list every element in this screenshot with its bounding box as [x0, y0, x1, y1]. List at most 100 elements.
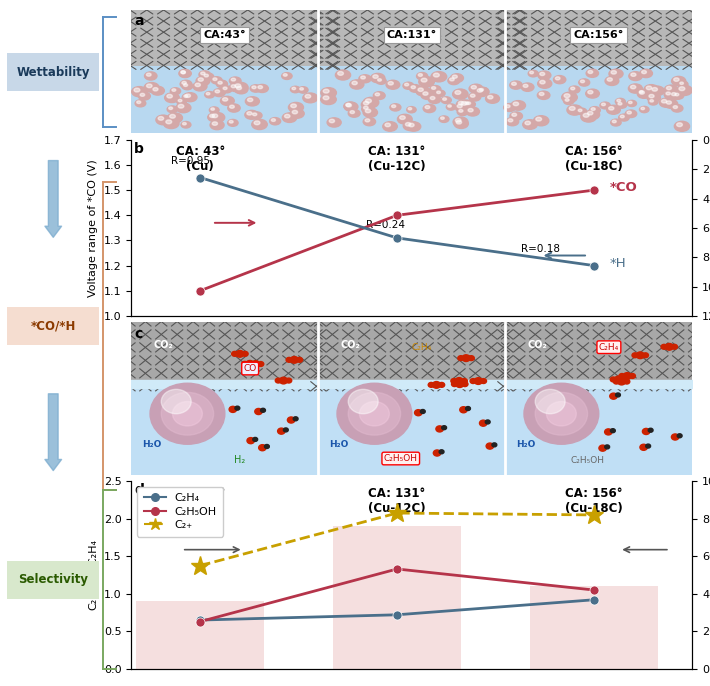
Circle shape — [642, 71, 647, 73]
Circle shape — [673, 92, 684, 99]
Circle shape — [523, 84, 528, 87]
Circle shape — [359, 75, 371, 83]
Circle shape — [209, 113, 224, 122]
Circle shape — [537, 91, 550, 99]
Circle shape — [408, 108, 412, 110]
Circle shape — [361, 105, 374, 113]
Circle shape — [437, 91, 440, 93]
Circle shape — [134, 88, 140, 92]
Circle shape — [621, 377, 627, 382]
Circle shape — [146, 84, 152, 88]
Circle shape — [646, 86, 652, 90]
Text: CA: 43°
(Cu): CA: 43° (Cu) — [175, 145, 225, 173]
Circle shape — [168, 113, 182, 123]
Text: Wettability: Wettability — [16, 66, 90, 78]
Circle shape — [664, 91, 676, 99]
Circle shape — [640, 69, 652, 78]
Circle shape — [452, 381, 457, 387]
Circle shape — [179, 69, 191, 78]
Circle shape — [221, 96, 234, 106]
Circle shape — [418, 88, 423, 91]
Circle shape — [288, 102, 303, 113]
Circle shape — [616, 98, 626, 105]
Circle shape — [363, 108, 378, 117]
Circle shape — [251, 361, 260, 368]
Circle shape — [391, 105, 395, 108]
Circle shape — [533, 116, 549, 126]
Circle shape — [457, 108, 468, 115]
Circle shape — [478, 87, 488, 95]
Circle shape — [348, 390, 378, 414]
Circle shape — [506, 105, 510, 108]
Circle shape — [629, 71, 643, 80]
Circle shape — [537, 79, 552, 88]
Circle shape — [468, 108, 473, 112]
Circle shape — [290, 109, 304, 118]
Circle shape — [180, 80, 192, 88]
Circle shape — [506, 117, 519, 126]
Circle shape — [665, 344, 673, 350]
Circle shape — [251, 112, 262, 119]
Circle shape — [228, 119, 238, 126]
Circle shape — [436, 426, 443, 432]
Circle shape — [182, 94, 192, 101]
Circle shape — [264, 445, 269, 449]
Circle shape — [523, 120, 537, 129]
Circle shape — [451, 379, 457, 383]
Circle shape — [196, 76, 210, 86]
Circle shape — [608, 106, 614, 110]
Circle shape — [337, 383, 412, 445]
Circle shape — [454, 119, 469, 128]
Circle shape — [242, 351, 248, 356]
Text: *H: *H — [610, 257, 626, 270]
Circle shape — [365, 109, 371, 113]
Text: R=0.18: R=0.18 — [521, 244, 560, 254]
Circle shape — [578, 109, 582, 112]
Circle shape — [247, 112, 252, 115]
Circle shape — [466, 107, 479, 116]
Circle shape — [184, 95, 187, 97]
Circle shape — [428, 95, 441, 104]
Circle shape — [245, 110, 258, 119]
Circle shape — [679, 82, 684, 84]
Circle shape — [562, 92, 577, 102]
Circle shape — [348, 110, 360, 117]
Circle shape — [398, 115, 413, 124]
Text: H₂O: H₂O — [329, 440, 349, 449]
Circle shape — [503, 104, 515, 111]
Circle shape — [167, 95, 173, 98]
Circle shape — [508, 119, 513, 122]
Circle shape — [167, 106, 178, 113]
Circle shape — [477, 88, 483, 92]
Circle shape — [486, 443, 493, 449]
Circle shape — [585, 110, 600, 119]
Circle shape — [425, 106, 430, 108]
Text: CA: 131°
(Cu-12C): CA: 131° (Cu-12C) — [368, 145, 426, 173]
Text: *CO/*H: *CO/*H — [31, 320, 76, 332]
Circle shape — [564, 97, 574, 104]
Circle shape — [475, 87, 489, 97]
Circle shape — [624, 379, 630, 384]
Circle shape — [407, 122, 421, 131]
Circle shape — [211, 108, 214, 110]
Circle shape — [252, 119, 267, 130]
Circle shape — [182, 83, 192, 90]
Circle shape — [571, 87, 575, 90]
Circle shape — [252, 362, 258, 366]
Circle shape — [665, 99, 677, 108]
Circle shape — [280, 377, 288, 384]
Circle shape — [215, 90, 219, 93]
Circle shape — [631, 73, 636, 76]
Circle shape — [321, 88, 337, 98]
Circle shape — [253, 438, 258, 441]
Circle shape — [627, 111, 631, 114]
Circle shape — [449, 78, 454, 81]
Circle shape — [433, 73, 439, 77]
Bar — [131, 10, 318, 69]
Circle shape — [587, 111, 593, 115]
Circle shape — [611, 429, 616, 433]
Circle shape — [672, 104, 683, 112]
Circle shape — [364, 102, 368, 105]
Circle shape — [218, 82, 222, 84]
Text: CA: 156°
(Cu-18C): CA: 156° (Cu-18C) — [565, 487, 623, 514]
